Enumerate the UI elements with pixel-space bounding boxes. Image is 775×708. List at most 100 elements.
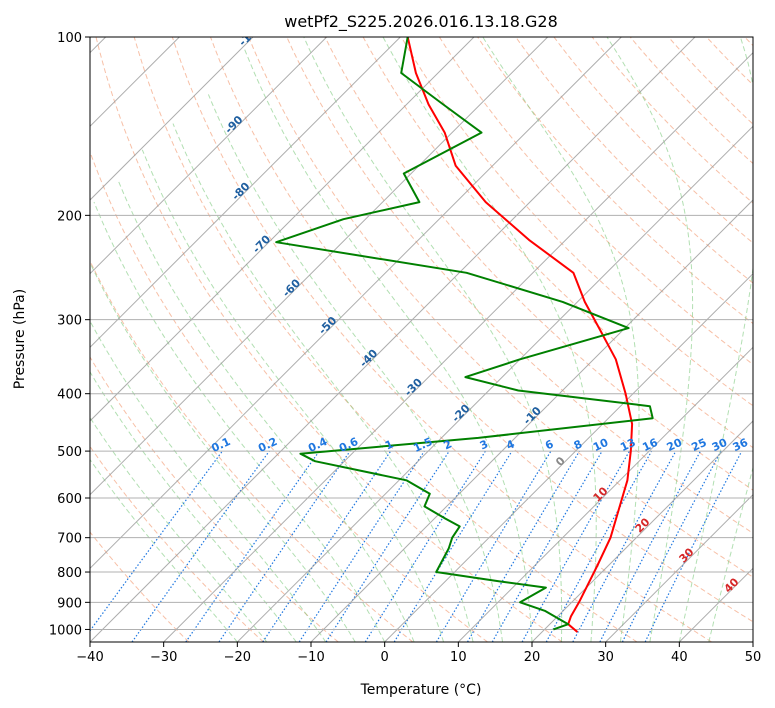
isotherm-label: -80 — [229, 180, 252, 203]
mixing-ratio-line — [325, 450, 450, 642]
moist-adiabat-line — [482, 37, 640, 642]
isotherm-label: -40 — [357, 346, 380, 369]
chart-title: wetPf2_S225.2026.016.13.18.G28 — [284, 12, 558, 32]
moist-adiabat-line — [207, 94, 503, 642]
temperature-profile-line — [406, 37, 634, 633]
mixing-ratio-label: 1.5 — [411, 435, 434, 455]
x-axis: −40 −30 −20 −10 0 10 20 30 40 50 — [76, 642, 761, 665]
y-tick-label: 1000 — [49, 623, 82, 638]
mixing-ratio-label: 13 — [618, 436, 637, 454]
moist-adiabat-line — [90, 370, 297, 642]
mixing-ratio-line — [262, 450, 392, 642]
x-tick-label: 0 — [381, 650, 389, 665]
mixing-ratio-line — [521, 450, 631, 642]
y-tick-label: 300 — [57, 314, 82, 329]
moist-adiabat-line — [141, 149, 445, 642]
isotherm-label: 30 — [677, 545, 697, 565]
isotherm-line — [90, 37, 254, 201]
dry-adiabat-line — [133, 37, 638, 642]
isotherm-label: -50 — [316, 314, 339, 337]
dry-adiabat-line — [324, 37, 753, 491]
mixing-ratio-label: 25 — [689, 436, 708, 454]
y-tick-label: 400 — [57, 388, 82, 403]
dry-adiabat-line — [438, 37, 753, 366]
dry-adiabat-line — [705, 37, 753, 86]
dry-adiabat-line — [400, 37, 753, 407]
moist-adiabat-line — [93, 201, 386, 642]
line-labels: -100-90-80-70-60-50-40-30-20 -10010203040… — [209, 37, 751, 596]
mixing-ratio-label: 0.1 — [209, 435, 232, 455]
x-tick-label: 50 — [745, 650, 762, 665]
x-axis-label: Temperature (°C) — [360, 682, 482, 698]
profile-lines — [275, 37, 654, 633]
dry-adiabat-line — [90, 531, 190, 642]
y-axis-label: Pressure (hPa) — [12, 289, 28, 389]
mixing-ratio-line — [298, 450, 425, 642]
dry-adiabat-line — [171, 37, 712, 642]
isotherm-label: -60 — [280, 276, 303, 299]
x-tick-label: 10 — [450, 650, 467, 665]
moist-adiabat-line — [606, 37, 694, 642]
isotherm-line — [90, 37, 401, 349]
moist-adiabat-line — [90, 416, 268, 642]
isotherm-label: -10 — [521, 404, 544, 427]
mixing-ratio-label: 10 — [591, 436, 611, 454]
moist-adiabat-line — [678, 37, 753, 642]
dry-adiabat-line — [770, 24, 775, 642]
isotherm-line — [90, 37, 475, 422]
mixing-ratio-line — [185, 450, 320, 642]
y-tick-label: 700 — [57, 532, 82, 547]
isotherm-line — [531, 420, 753, 642]
mixing-ratio-line — [545, 450, 653, 642]
mixing-ratio-label: 0.6 — [337, 435, 360, 455]
y-tick-label: 800 — [57, 566, 82, 581]
y-tick-label: 600 — [57, 492, 82, 507]
mixing-ratio-line — [466, 450, 580, 642]
mixing-ratio-label: 16 — [640, 436, 660, 454]
dry-adiabat-line — [209, 37, 753, 623]
dry-adiabat-line — [90, 259, 414, 642]
dry-adiabat-line — [667, 37, 753, 125]
dry-adiabat-line — [515, 37, 753, 284]
mixing-ratio-label: 0.2 — [256, 435, 279, 455]
x-tick-label: 30 — [597, 650, 614, 665]
isotherm-line — [678, 567, 753, 642]
moist-adiabat-line — [382, 37, 597, 642]
mixing-ratio-line — [572, 450, 677, 642]
mixing-ratio-label: 36 — [731, 436, 751, 454]
isotherm-line — [457, 346, 753, 642]
mixing-ratio-line — [218, 450, 351, 642]
mixing-ratio-line — [621, 450, 722, 642]
isotherm-line — [90, 37, 622, 570]
y-tick-label: 900 — [57, 596, 82, 611]
isotherm-line — [310, 199, 753, 642]
mixing-ratio-line — [644, 450, 743, 642]
mixing-ratio-line — [435, 450, 552, 642]
y-tick-label: 200 — [57, 209, 82, 224]
x-tick-label: 40 — [671, 650, 688, 665]
y-tick-label: 500 — [57, 445, 82, 460]
moist-adiabat-line — [172, 123, 474, 642]
isotherm-label: -70 — [250, 232, 273, 255]
isotherm-line — [384, 272, 753, 642]
pressure-gridlines — [90, 37, 753, 630]
moist-adiabat-line — [244, 49, 533, 642]
dry-adiabat-line — [286, 37, 753, 534]
moist-adiabat-line — [90, 261, 356, 642]
mixing-ratio-line — [131, 450, 270, 642]
x-tick-label: 20 — [524, 650, 541, 665]
isotherm-line — [90, 37, 328, 275]
moist-adiabat-line — [303, 37, 563, 642]
dewpoint-profile-line — [275, 37, 654, 631]
moist-adiabat-line — [117, 180, 415, 642]
mixing-ratio-line — [393, 450, 513, 642]
x-tick-label: −40 — [76, 650, 103, 665]
isotherm-line — [605, 493, 753, 642]
x-tick-label: −30 — [150, 650, 177, 665]
isotherm-line — [163, 51, 753, 642]
isotherm-line — [90, 37, 696, 642]
x-tick-label: −10 — [297, 650, 324, 665]
isotherm-label: 20 — [633, 515, 653, 535]
mixing-ratio-label: 6 — [543, 437, 556, 452]
